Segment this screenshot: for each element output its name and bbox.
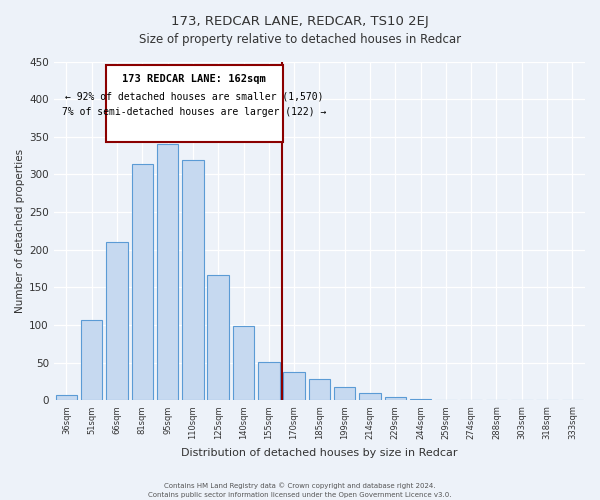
Text: 7% of semi-detached houses are larger (122) →: 7% of semi-detached houses are larger (1… [62, 106, 326, 117]
Bar [157, 144, 178, 400]
Text: 173 REDCAR LANE: 162sqm: 173 REDCAR LANE: 162sqm [122, 74, 266, 85]
Bar [359, 393, 381, 400]
Text: 173, REDCAR LANE, REDCAR, TS10 2EJ: 173, REDCAR LANE, REDCAR, TS10 2EJ [171, 15, 429, 28]
Bar [182, 160, 203, 400]
Bar [208, 276, 229, 400]
Text: Contains HM Land Registry data © Crown copyright and database right 2024.
Contai: Contains HM Land Registry data © Crown c… [148, 482, 452, 498]
FancyBboxPatch shape [106, 66, 283, 142]
Bar [258, 362, 280, 401]
Bar [106, 242, 128, 400]
Bar [385, 398, 406, 400]
Bar [56, 395, 77, 400]
Bar [131, 164, 153, 400]
Bar [334, 387, 355, 400]
Bar [410, 399, 431, 400]
Text: Size of property relative to detached houses in Redcar: Size of property relative to detached ho… [139, 32, 461, 46]
Bar [283, 372, 305, 400]
Text: ← 92% of detached houses are smaller (1,570): ← 92% of detached houses are smaller (1,… [65, 92, 323, 102]
Bar [233, 326, 254, 400]
Y-axis label: Number of detached properties: Number of detached properties [15, 149, 25, 313]
Bar [308, 379, 330, 400]
X-axis label: Distribution of detached houses by size in Redcar: Distribution of detached houses by size … [181, 448, 458, 458]
Bar [81, 320, 103, 400]
